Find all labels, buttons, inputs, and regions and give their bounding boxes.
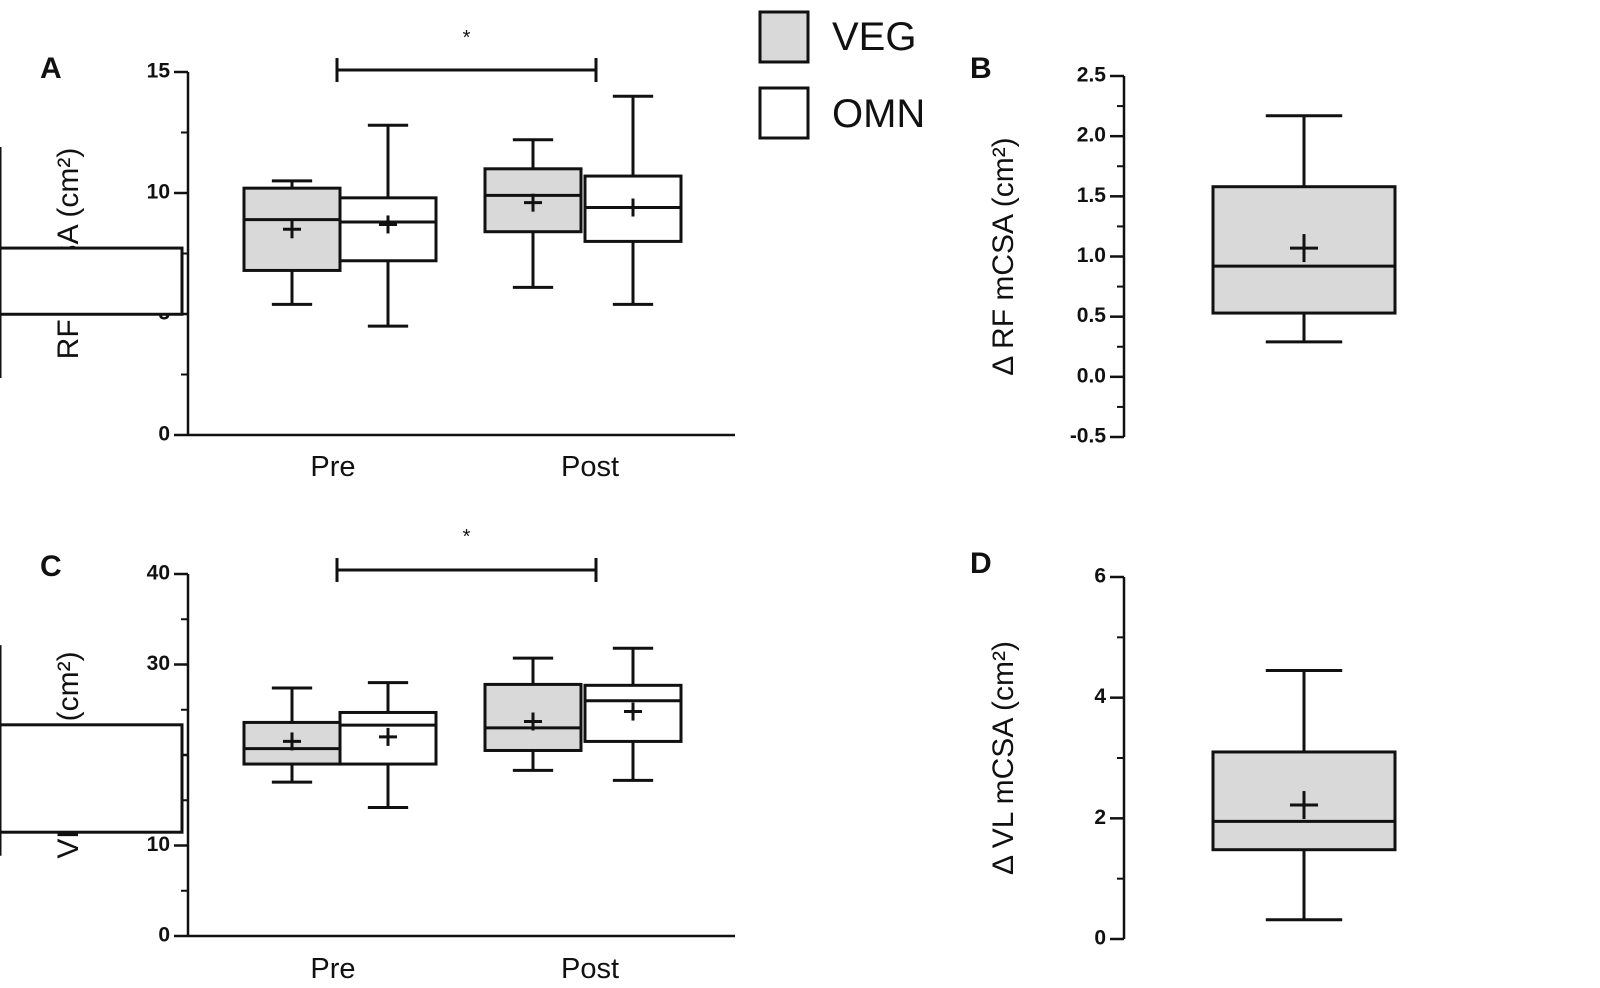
significance-star: * xyxy=(463,526,471,548)
panel-letter: D xyxy=(970,547,992,580)
box-iqr xyxy=(0,246,184,316)
y-tick-label: 30 xyxy=(147,652,170,675)
panel-d: D Δ VL mCSA (cm²) 0 2 4 6 xyxy=(0,547,1397,950)
box-veg xyxy=(483,656,583,772)
x-category-label: Pre xyxy=(310,953,355,985)
y-tick-label: 2.5 xyxy=(1077,64,1107,87)
y-tick-label: 0.0 xyxy=(1077,364,1106,387)
y-tick-label: -0.5 xyxy=(1070,425,1107,448)
y-tick-label: 0 xyxy=(158,924,170,947)
panel-letter: B xyxy=(970,52,992,85)
y-tick-label: 1.5 xyxy=(1077,184,1107,207)
box-omn xyxy=(0,146,184,379)
y-tick-label: 2.0 xyxy=(1077,124,1106,147)
box-veg xyxy=(242,686,342,784)
plots: ARF mCSA (cm²)051015PrePost*BΔ RF mCSA (… xyxy=(0,27,1397,985)
box-veg xyxy=(242,179,342,306)
panel-c: CVL mCSA (cm²)010203040PrePost* xyxy=(40,526,735,985)
y-axis-title: Δ RF mCSA (cm²) xyxy=(987,137,1020,375)
y-tick-label: 1.0 xyxy=(1077,244,1106,267)
legend: VEG OMN xyxy=(758,10,925,140)
panel-b: B Δ RF mCSA (cm²) -0.5 0.0 0.5 1.0 1.5 2.0 2.5 xyxy=(0,52,1397,448)
x-category-label: Pre xyxy=(310,451,355,483)
y-tick-label: 40 xyxy=(147,562,170,585)
legend-swatch-omn xyxy=(758,86,810,140)
box-omn xyxy=(338,123,438,328)
significance-star: * xyxy=(463,27,471,49)
legend-label-veg: VEG xyxy=(832,15,916,59)
legend-label-omn: OMN xyxy=(832,92,925,136)
y-tick-label: 2 xyxy=(1094,806,1106,829)
y-tick-label: 10 xyxy=(147,181,170,204)
box-omn xyxy=(0,645,184,856)
panel-a: ARF mCSA (cm²)051015PrePost* xyxy=(40,27,735,483)
box-iqr xyxy=(0,723,184,834)
y-tick-label: 0 xyxy=(1094,927,1106,950)
box-veg xyxy=(1211,669,1397,922)
box-omn xyxy=(583,646,683,782)
panel-letter: C xyxy=(40,550,62,583)
x-category-label: Post xyxy=(561,953,619,985)
y-tick-label: 0.5 xyxy=(1077,304,1107,327)
legend-swatch-veg xyxy=(758,10,810,64)
y-tick-label: 6 xyxy=(1094,565,1106,588)
y-axis-title: Δ VL mCSA (cm²) xyxy=(987,641,1020,875)
y-tick-label: 15 xyxy=(147,60,171,83)
panel-letter: A xyxy=(40,52,62,85)
x-category-label: Post xyxy=(561,451,619,483)
box-omn xyxy=(583,94,683,306)
y-tick-label: 0 xyxy=(158,423,170,446)
box-veg xyxy=(1211,114,1397,344)
box-veg xyxy=(483,138,583,289)
y-tick-label: 4 xyxy=(1094,685,1106,708)
box-omn xyxy=(338,681,438,809)
y-tick-label: 10 xyxy=(147,833,170,856)
box-iqr xyxy=(483,682,583,752)
